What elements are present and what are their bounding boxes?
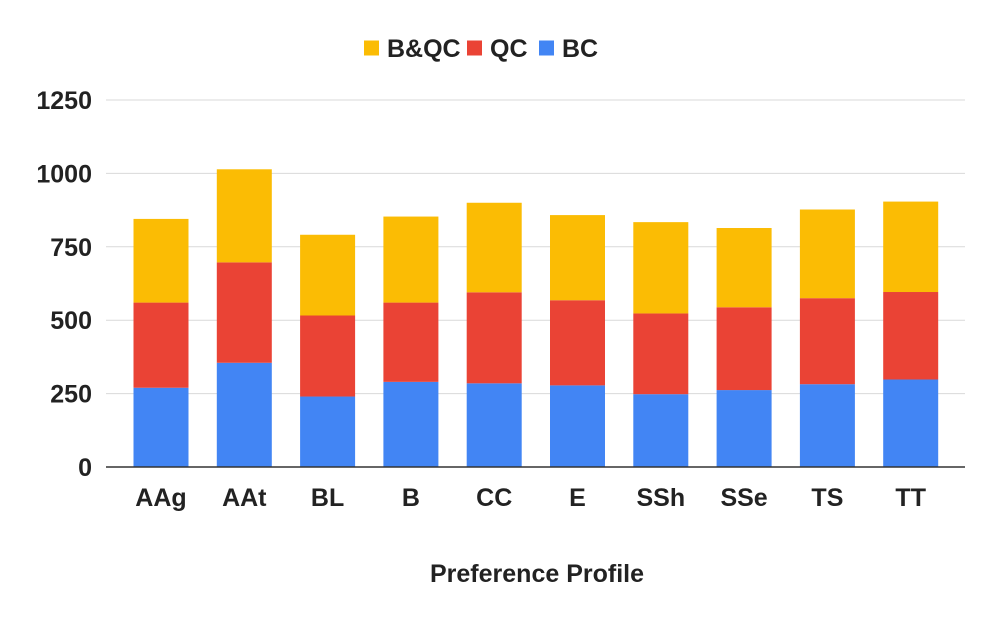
y-tick-label: 750 [50, 234, 92, 262]
legend: B&QC QC BC [364, 35, 598, 63]
bar-bc-aat [216, 362, 272, 467]
y-tick-label: 1000 [36, 160, 92, 188]
legend-swatch-b-qc [364, 40, 379, 56]
y-tick-label: 0 [78, 454, 92, 482]
bar-bc-ssh [633, 394, 689, 467]
bar-b-qc-tt [883, 201, 939, 293]
bar-qc-bl [300, 315, 356, 397]
x-tick-label: AAg [135, 484, 186, 512]
x-tick-label: BL [311, 484, 344, 512]
legend-label: BC [562, 35, 598, 63]
bar-bc-aag [133, 387, 189, 467]
bar-b-qc-ts [799, 209, 855, 299]
bar-qc-ts [799, 298, 855, 385]
bar-b-qc-b [383, 216, 439, 303]
legend-swatch-qc [467, 40, 482, 56]
bar-bc-tt [883, 379, 939, 467]
bar-b-qc-cc [466, 202, 522, 293]
bar-qc-sse [716, 307, 772, 391]
bar-b-qc-bl [300, 234, 356, 316]
bar-qc-aat [216, 262, 272, 363]
bars [133, 169, 939, 467]
x-tick-label: TS [811, 484, 843, 512]
bar-b-qc-aag [133, 218, 189, 303]
bar-b-qc-aat [216, 169, 272, 263]
y-tick-label: 500 [50, 307, 92, 335]
legend-label: B&QC [387, 35, 461, 63]
bar-b-qc-e [550, 215, 605, 301]
x-tick-label: CC [476, 484, 512, 512]
bar-qc-ssh [633, 313, 689, 395]
axes: 0 250 500 750 1000 1250 AAg AAt BL B CC E SSh SSe TS TT [36, 87, 965, 512]
bar-b-qc-ssh [633, 222, 689, 314]
bar-qc-b [383, 302, 439, 382]
legend-label: QC [490, 35, 528, 63]
bar-b-qc-sse [716, 228, 772, 308]
x-tick-label: SSe [720, 484, 767, 512]
bar-bc-cc [466, 383, 522, 467]
bar-qc-aag [133, 302, 189, 388]
bar-bc-e [550, 385, 605, 467]
x-tick-label: AAt [222, 484, 267, 512]
x-tick-label: B [402, 484, 420, 512]
bar-bc-bl [300, 396, 356, 467]
bar-qc-e [550, 300, 605, 386]
bar-bc-ts [799, 384, 855, 467]
x-axis-title: Preference Profile [430, 560, 644, 588]
y-tick-label: 250 [50, 381, 92, 409]
bar-qc-tt [883, 292, 939, 380]
bar-qc-cc [466, 292, 522, 384]
y-tick-label: 1250 [36, 87, 92, 115]
x-tick-label: TT [895, 484, 926, 512]
bar-bc-sse [716, 390, 772, 467]
bar-bc-b [383, 381, 439, 467]
x-tick-label: SSh [636, 484, 685, 512]
x-tick-label: E [569, 484, 586, 512]
legend-swatch-bc [539, 40, 554, 56]
